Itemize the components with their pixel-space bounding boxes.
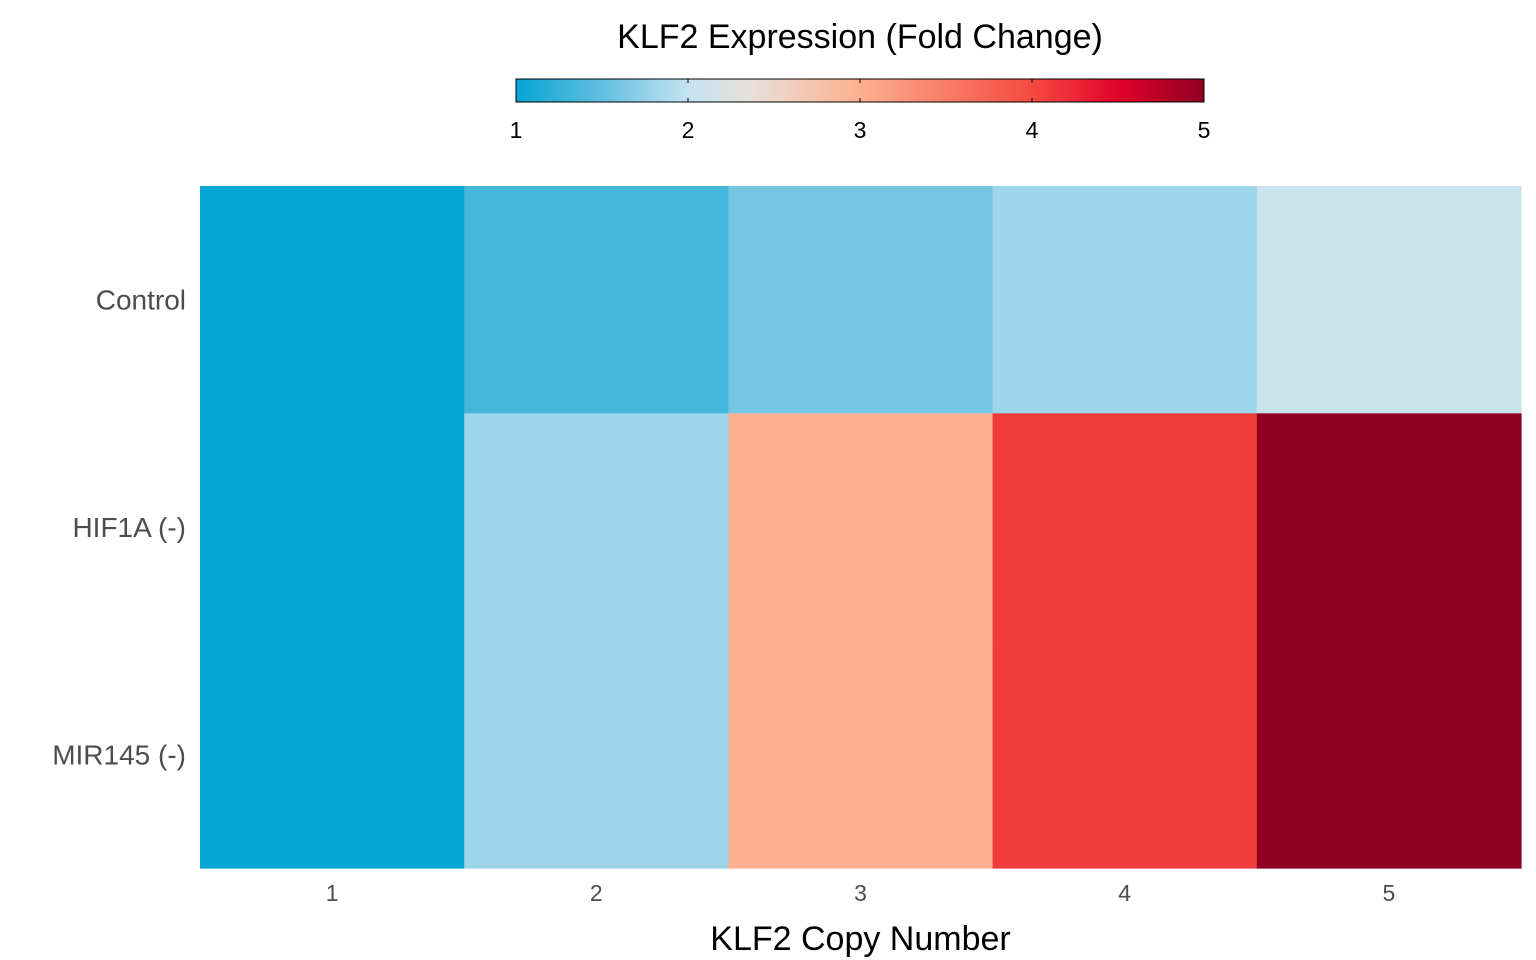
x-tick-label: 3 bbox=[854, 880, 867, 906]
heatmap-cell bbox=[992, 186, 1258, 414]
legend-tick-label: 3 bbox=[854, 117, 867, 143]
heatmap-cell bbox=[728, 640, 994, 869]
legend-title: KLF2 Expression (Fold Change) bbox=[617, 18, 1103, 56]
heatmap-cell bbox=[464, 413, 729, 642]
heatmap-cell bbox=[200, 640, 465, 869]
legend-tick-label: 5 bbox=[1198, 117, 1211, 143]
x-tick-label: 5 bbox=[1383, 880, 1396, 906]
row-label: Control bbox=[96, 285, 186, 316]
heatmap-cells bbox=[200, 186, 1522, 869]
heatmap-cell bbox=[200, 413, 465, 642]
row-labels: Control HIF1A (-) MIR145 (-) bbox=[52, 285, 186, 771]
color-legend: 1 2 3 4 5 bbox=[510, 78, 1211, 143]
heatmap-cell bbox=[728, 186, 994, 414]
x-tick-label: 1 bbox=[326, 880, 339, 906]
column-labels: 1 2 3 4 5 bbox=[326, 880, 1396, 906]
x-tick-label: 2 bbox=[590, 880, 603, 906]
legend-tick-label: 2 bbox=[682, 117, 695, 143]
heatmap-cell bbox=[200, 186, 465, 414]
heatmap-cell bbox=[464, 640, 729, 869]
heatmap-cell bbox=[1256, 186, 1522, 414]
x-tick-label: 4 bbox=[1118, 880, 1131, 906]
x-axis-title: KLF2 Copy Number bbox=[710, 920, 1010, 958]
heatmap-cell bbox=[992, 413, 1258, 642]
heatmap-cell bbox=[728, 413, 994, 642]
heatmap-cell bbox=[464, 186, 729, 414]
heatmap-cell bbox=[1256, 640, 1522, 869]
row-label: MIR145 (-) bbox=[52, 739, 186, 770]
row-label: HIF1A (-) bbox=[72, 512, 186, 543]
heatmap-cell bbox=[992, 640, 1258, 869]
legend-tick-label: 1 bbox=[510, 117, 523, 143]
legend-tick-label: 4 bbox=[1026, 117, 1039, 143]
heatmap-cell bbox=[1256, 413, 1522, 642]
